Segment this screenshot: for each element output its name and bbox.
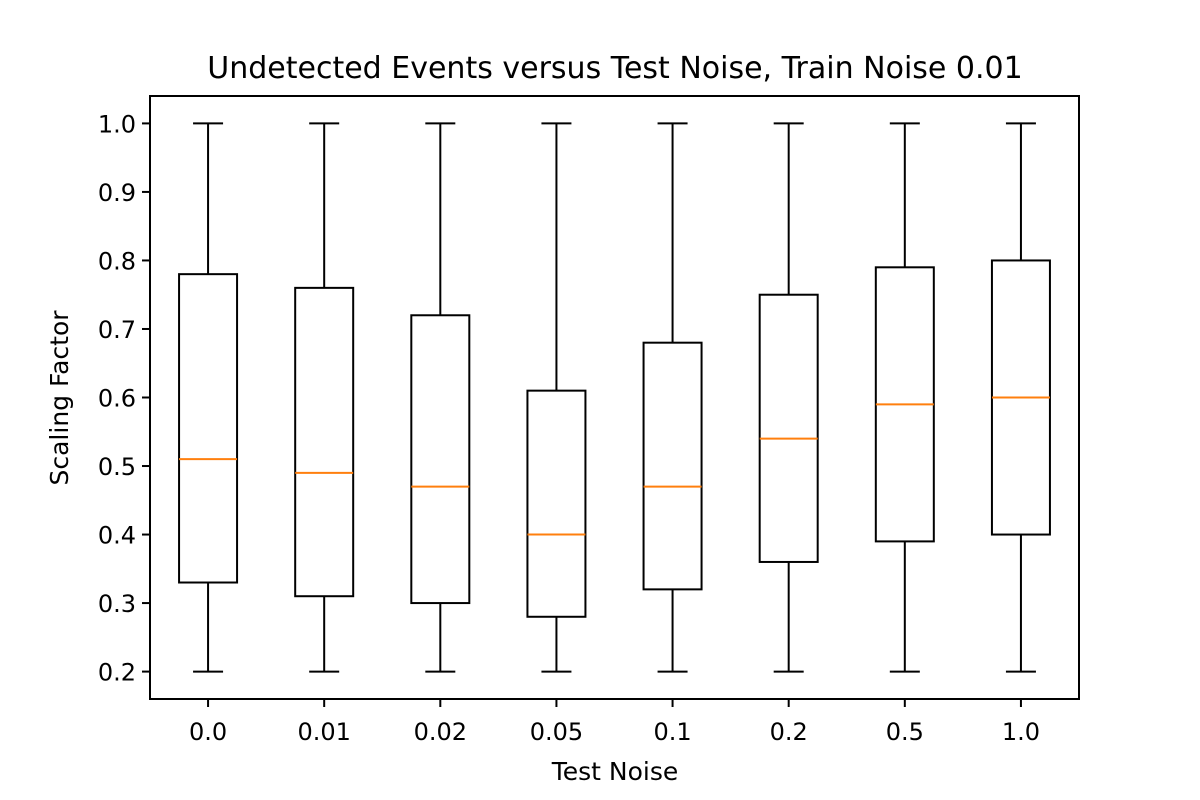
iqr-box [758,293,819,563]
x-tick-label: 0.05 [530,718,583,746]
box-0.1 [642,122,703,673]
y-tick-label: 0.2 [98,659,136,687]
y-tick-label: 0.5 [98,453,136,481]
y-axis: 0.2 0.3 0.4 0.5 0.6 0.7 0.8 0.9 1.0 [98,110,150,687]
y-tick-label: 0.9 [98,179,136,207]
iqr-box [410,314,471,605]
iqr-box [178,273,239,584]
iqr-box [294,286,355,598]
x-tick-label: 0.5 [886,718,924,746]
y-tick-label: 0.4 [98,522,136,550]
box-0.01 [294,122,355,673]
iqr-box [526,389,587,618]
x-tick-label: 0.2 [770,718,808,746]
y-tick-label: 0.6 [98,385,136,413]
box-1.0 [990,122,1051,673]
x-axis-label: Test Noise [551,757,679,786]
x-tick-label: 0.01 [297,718,350,746]
y-tick-label: 1.0 [98,110,136,138]
box-0.02 [410,122,471,673]
y-tick-label: 0.8 [98,247,136,275]
iqr-box [642,341,703,591]
boxes-layer [178,122,1051,673]
plot-area-frame [149,95,1080,700]
chart-title: Undetected Events versus Test Noise, Tra… [207,51,1022,86]
x-tick-label: 0.02 [414,718,467,746]
x-tick-label: 0.0 [189,718,227,746]
x-axis: 0.0 0.01 0.02 0.05 0.1 0.2 0.5 1.0 [189,699,1040,746]
box-0.0 [178,122,239,673]
box-0.2 [758,122,819,673]
box-0.5 [874,122,935,673]
y-tick-label: 0.7 [98,316,136,344]
x-tick-label: 0.1 [653,718,691,746]
x-tick-label: 1.0 [1002,718,1040,746]
y-tick-label: 0.3 [98,590,136,618]
box-0.05 [526,122,587,673]
y-axis-label: Scaling Factor [45,310,74,486]
